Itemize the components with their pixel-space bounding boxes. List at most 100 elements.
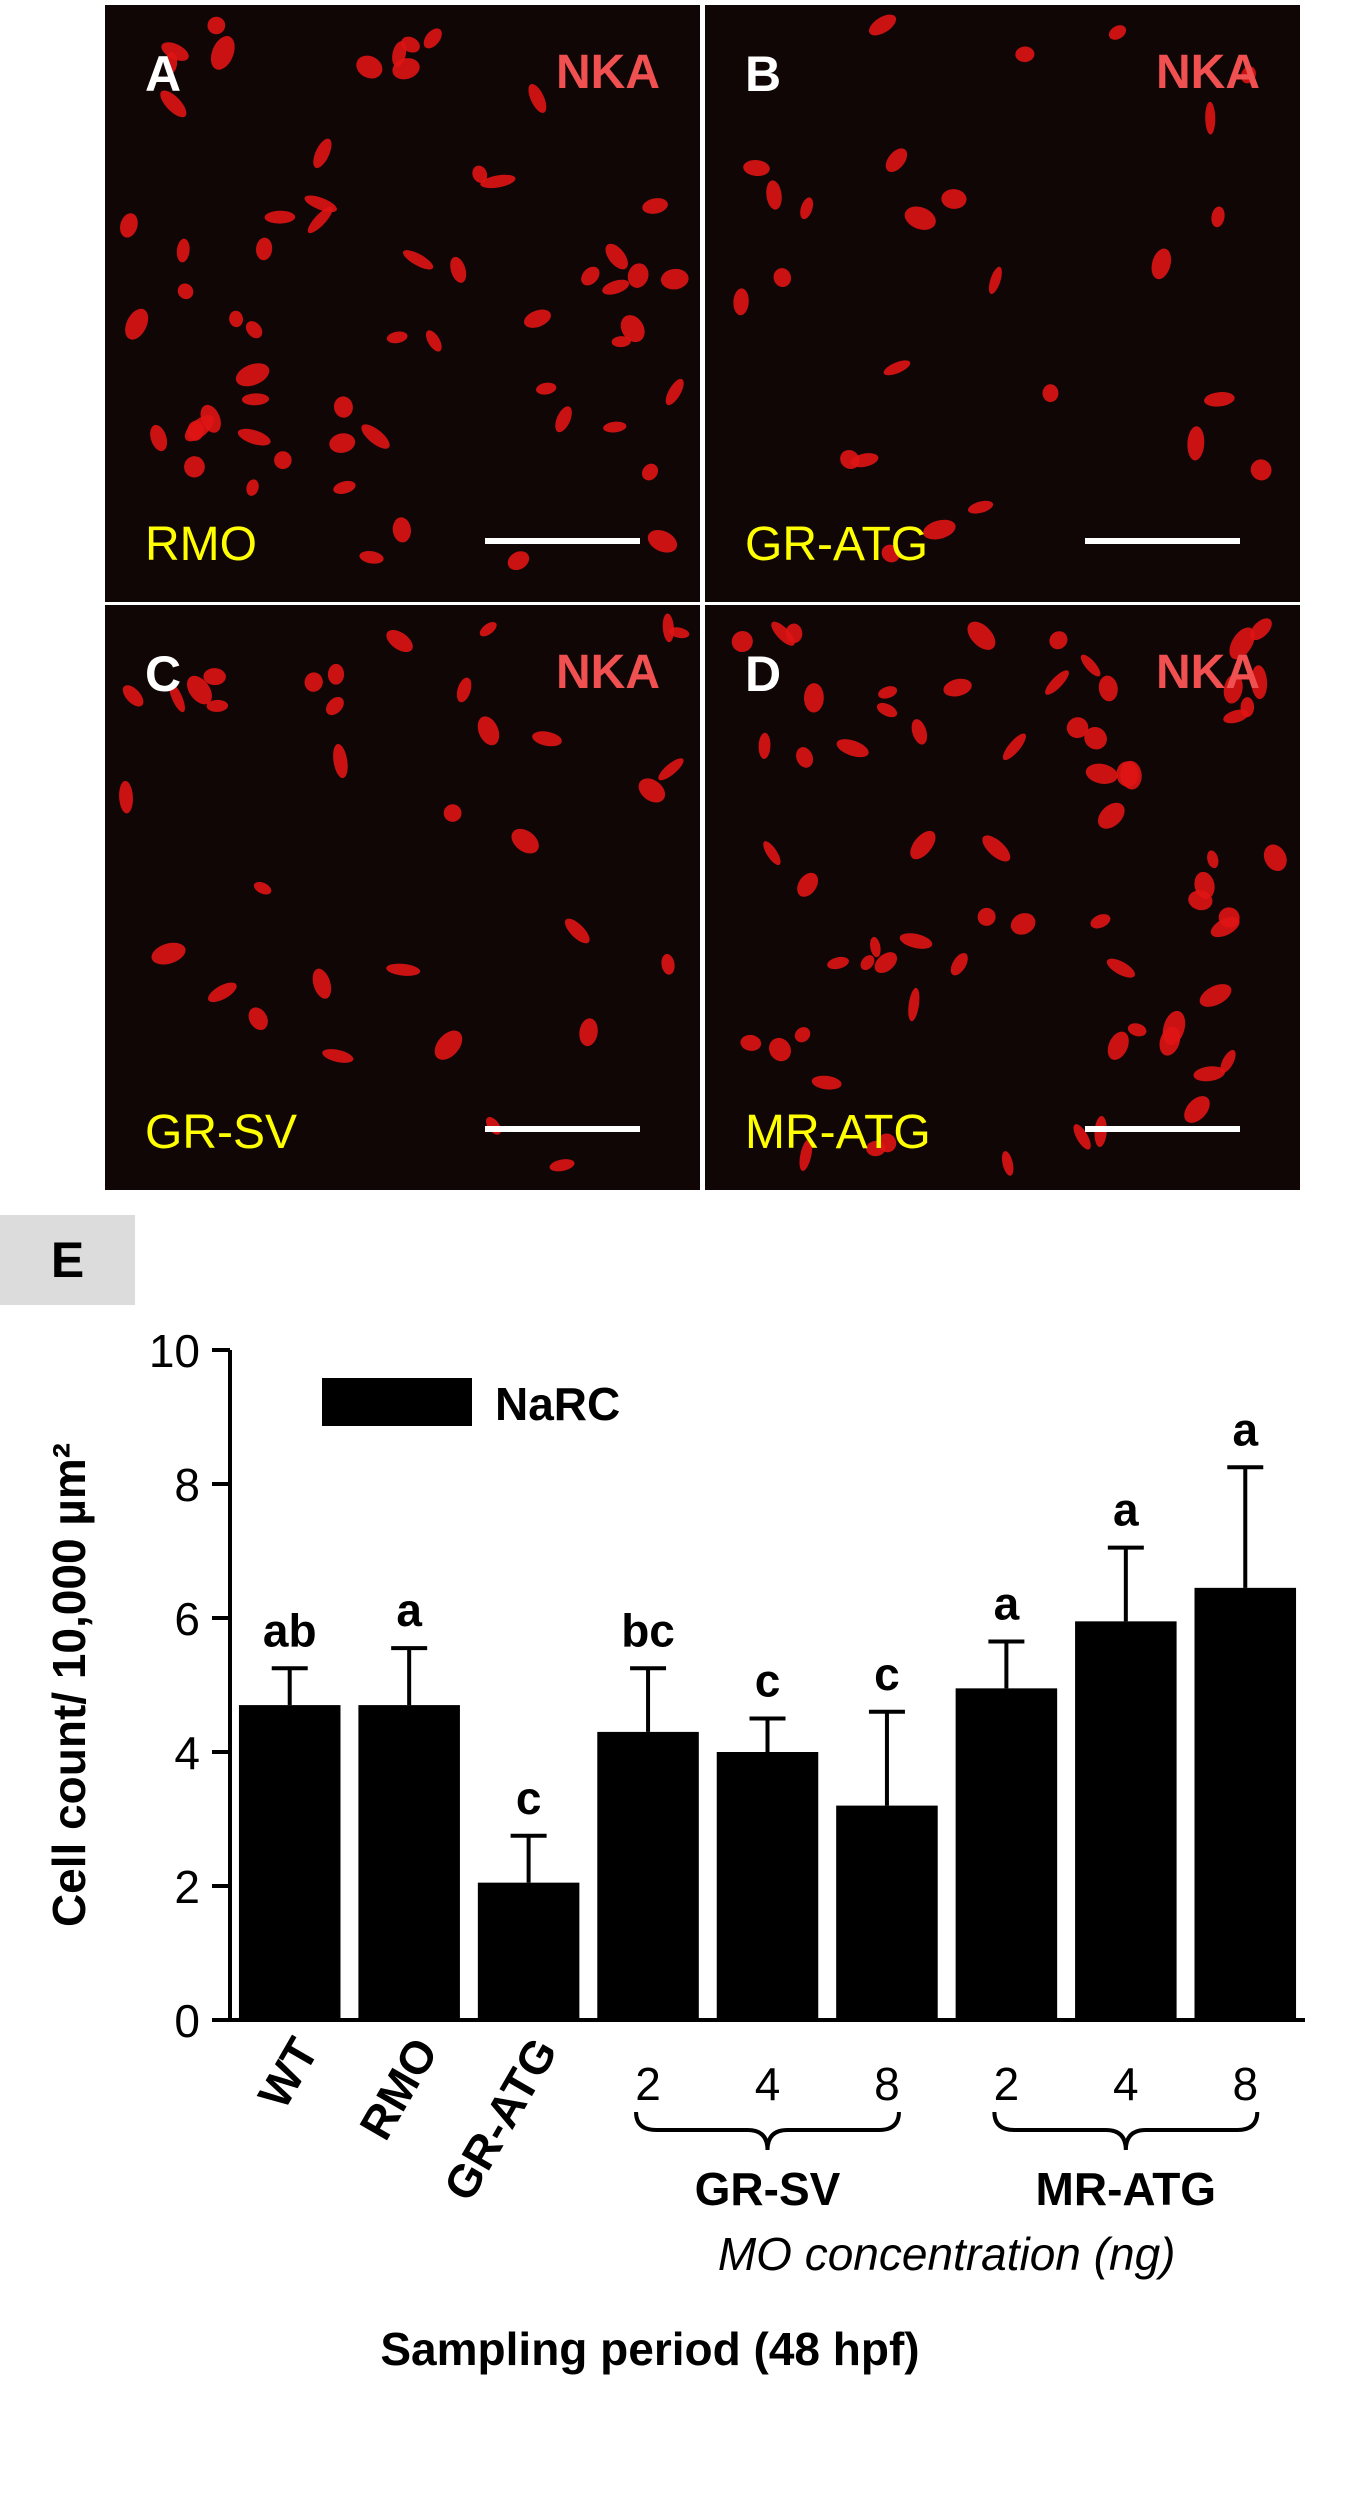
nka-cell bbox=[229, 310, 243, 328]
significance-letter: a bbox=[994, 1577, 1020, 1629]
nka-cell bbox=[536, 382, 557, 395]
nka-cell bbox=[184, 456, 205, 478]
nka-cell bbox=[581, 266, 600, 286]
nka-cell bbox=[119, 780, 133, 814]
nka-cell bbox=[304, 672, 323, 692]
y-tick-label: 0 bbox=[174, 1995, 200, 2047]
nka-cell bbox=[1223, 674, 1243, 704]
nka-cell bbox=[333, 480, 356, 495]
nka-cell bbox=[555, 406, 572, 433]
nka-cell bbox=[627, 263, 649, 288]
nka-cell bbox=[333, 744, 348, 779]
stain-label: NKA bbox=[556, 646, 660, 699]
stain-label: NKA bbox=[1156, 646, 1260, 699]
nka-cell bbox=[307, 206, 333, 234]
x-tick-label: 8 bbox=[874, 2058, 900, 2110]
nka-cell bbox=[1250, 459, 1272, 481]
nka-cell bbox=[523, 309, 551, 328]
nka-cell bbox=[1205, 101, 1216, 135]
nka-cell bbox=[840, 449, 860, 470]
nka-cell bbox=[333, 396, 353, 418]
nka-cell bbox=[507, 551, 530, 571]
nka-cell bbox=[988, 266, 1002, 294]
nka-cell bbox=[1015, 46, 1035, 63]
stain-label: NKA bbox=[1156, 46, 1260, 99]
nka-cell bbox=[773, 268, 792, 288]
nka-cell bbox=[904, 206, 936, 230]
nka-cell bbox=[1250, 618, 1272, 641]
panel-c: C NKA GR-SV bbox=[105, 605, 700, 1190]
panel-letter: D bbox=[745, 646, 782, 702]
nka-cell bbox=[1194, 871, 1215, 900]
nka-cell bbox=[386, 963, 421, 976]
nka-cell bbox=[967, 500, 994, 514]
nka-cell bbox=[1066, 717, 1089, 739]
nka-cell bbox=[620, 315, 645, 343]
nka-cell bbox=[647, 529, 678, 553]
nka-cell bbox=[797, 872, 819, 897]
nka-cell bbox=[943, 678, 972, 697]
nka-cell bbox=[1084, 726, 1107, 750]
micrograph bbox=[119, 613, 690, 1172]
nka-cell bbox=[511, 828, 539, 854]
nka-cell bbox=[740, 1034, 762, 1051]
nka-cell bbox=[1220, 1049, 1236, 1073]
nka-cell bbox=[237, 428, 271, 446]
nka-cell bbox=[611, 336, 631, 348]
nka-cell bbox=[528, 83, 547, 113]
scale-bar bbox=[1085, 1126, 1240, 1132]
legend-swatch bbox=[322, 1378, 472, 1426]
bar bbox=[836, 1805, 938, 2020]
nka-cell bbox=[248, 1007, 268, 1031]
nka-cell bbox=[161, 42, 189, 61]
nka-cell bbox=[977, 907, 996, 926]
nka-cell bbox=[794, 1027, 811, 1043]
nka-cell bbox=[274, 451, 292, 470]
nka-cell bbox=[1240, 697, 1255, 718]
nka-cell bbox=[456, 677, 472, 703]
nka-cell bbox=[120, 213, 138, 238]
nka-cell bbox=[1193, 1066, 1225, 1082]
nka-cell bbox=[885, 148, 908, 172]
nka-cell bbox=[881, 544, 900, 563]
y-axis-label: Cell count/ 10,000 µm² bbox=[43, 1443, 95, 1927]
group-label: RMO bbox=[145, 518, 257, 571]
nka-cell bbox=[941, 189, 967, 209]
x-axis-label: Sampling period (48 hpf) bbox=[380, 2323, 919, 2375]
bar bbox=[358, 1705, 460, 2020]
nka-cell bbox=[605, 243, 628, 270]
nka-cell bbox=[1218, 907, 1240, 928]
nka-cell bbox=[1240, 66, 1256, 84]
nka-cell bbox=[356, 55, 383, 79]
significance-letter: a bbox=[396, 1584, 422, 1636]
nka-cell bbox=[1127, 1023, 1147, 1037]
x-tick-label: 8 bbox=[1232, 2058, 1258, 2110]
x-tick-label: 2 bbox=[994, 2058, 1020, 2110]
nka-cell bbox=[151, 942, 186, 965]
nka-cell bbox=[1106, 958, 1135, 978]
y-tick-label: 6 bbox=[174, 1593, 200, 1645]
x-tick-label: 2 bbox=[635, 2058, 661, 2110]
nka-cell bbox=[743, 159, 770, 177]
nka-cell bbox=[1002, 733, 1026, 761]
bar-chart: 0 2 4 6 8 10 Cell count/ 10,000 µm² ab a c bc c c a a a… bbox=[43, 1325, 1305, 2375]
group-label: GR-SV bbox=[145, 1106, 298, 1159]
nka-cell bbox=[1049, 631, 1068, 650]
x-tick-label: GR-ATG bbox=[433, 2029, 567, 2209]
y-tick-label: 10 bbox=[149, 1325, 200, 1377]
nka-cell bbox=[1116, 761, 1139, 787]
nka-cell bbox=[658, 758, 684, 781]
nka-cell bbox=[799, 1139, 813, 1171]
bar bbox=[477, 1882, 580, 2020]
nka-cell bbox=[423, 28, 442, 49]
nka-cell bbox=[660, 268, 689, 290]
significance-letter: ab bbox=[263, 1604, 317, 1656]
nka-cell bbox=[401, 36, 420, 53]
significance-letter: c bbox=[755, 1655, 781, 1707]
nka-cell bbox=[603, 421, 627, 433]
nka-cell bbox=[304, 195, 337, 213]
nka-cell bbox=[1207, 850, 1219, 869]
nka-cell bbox=[312, 968, 332, 999]
nka-cell bbox=[1211, 206, 1225, 228]
nka-cell bbox=[874, 952, 898, 974]
